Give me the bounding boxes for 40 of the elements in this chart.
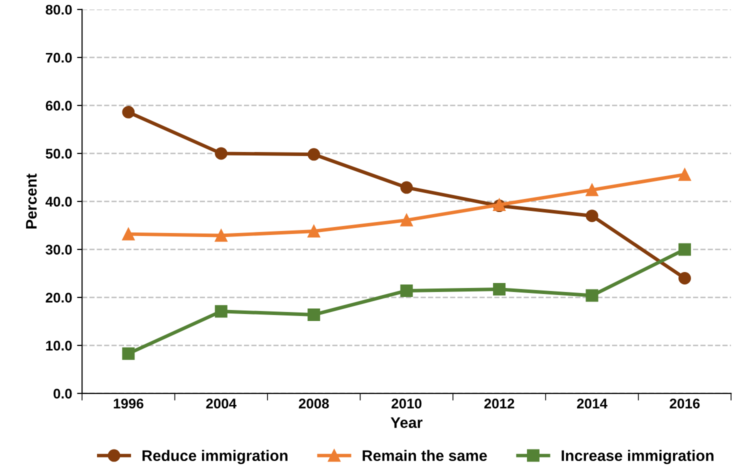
x-tick-label: 2016 (670, 398, 700, 408)
point (308, 308, 320, 321)
point (214, 147, 228, 160)
point (214, 229, 228, 242)
x-tick-label: 2004 (206, 398, 237, 408)
point (400, 284, 413, 297)
y-tick-label: 10.0 (46, 340, 72, 351)
point (678, 272, 691, 284)
x-tick-label: 2008 (298, 398, 329, 408)
legend-label: Increase immigration (562, 450, 714, 464)
point (493, 283, 506, 296)
legend-label: Reduce immigration (142, 450, 288, 464)
point (122, 106, 135, 118)
y-tick-label: 50.0 (46, 148, 72, 159)
point (678, 243, 691, 256)
point (214, 305, 228, 318)
y-axis-title: Percent (26, 174, 37, 228)
y-tick-label: 30.0 (46, 244, 72, 255)
point (122, 228, 135, 240)
y-tick-label: 70.0 (46, 52, 72, 63)
x-axis-title: Year (390, 417, 422, 428)
point (678, 168, 691, 181)
point (586, 210, 598, 222)
point (400, 181, 413, 194)
point (308, 148, 320, 161)
y-tick-label: 40.0 (46, 196, 72, 207)
point (586, 289, 598, 302)
y-tick-label: 80.0 (46, 4, 72, 15)
y-tick-label: 0.0 (54, 388, 72, 399)
x-tick-label: 1996 (114, 398, 144, 408)
point (400, 214, 413, 226)
x-tick-label: 2010 (392, 398, 422, 408)
y-tick-label: 20.0 (46, 292, 72, 303)
legend-label: Remain the same (362, 450, 487, 462)
point (586, 184, 598, 196)
x-tick-label: 2012 (484, 398, 514, 408)
y-tick-label: 60.0 (46, 100, 72, 111)
point (308, 224, 320, 238)
point (122, 347, 135, 360)
x-tick-label: 2014 (577, 398, 608, 408)
